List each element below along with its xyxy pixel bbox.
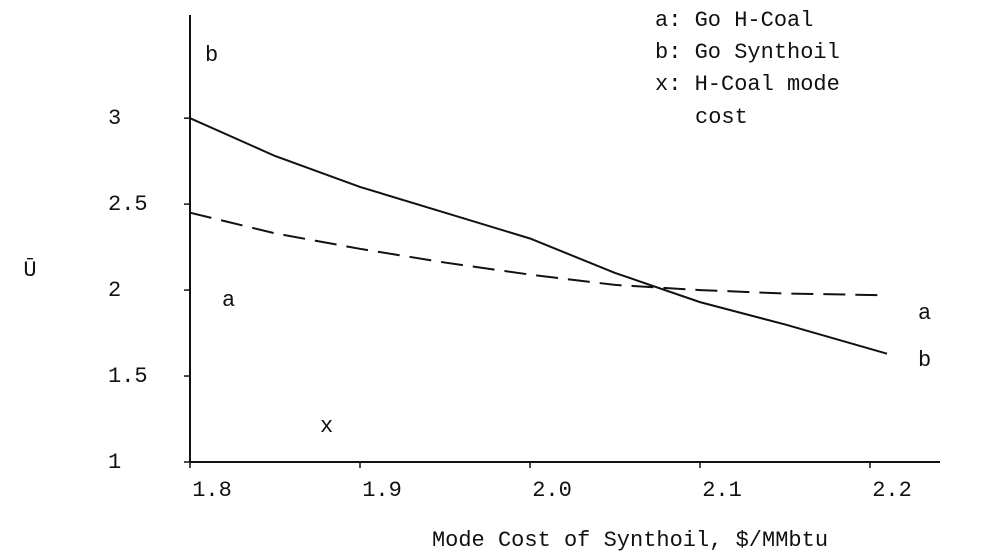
annotation: b [205,43,218,68]
series-line [189,211,888,297]
y-tick-label: 2.5 [108,192,148,217]
x-tick-label: 1.8 [192,478,232,503]
legend-entry: a: Go H-Coal [655,8,813,33]
legend-entry: x: H-Coal mode [655,72,840,97]
legend-entry: cost [695,105,748,130]
y-tick-label: 2 [108,278,121,303]
series-line [189,117,888,355]
y-tick-label: 3 [108,106,121,131]
annotation: x [320,414,333,439]
x-tick-label: 2.1 [702,478,742,503]
annotation: a [918,301,931,326]
x-tick-label: 1.9 [362,478,402,503]
x-tick-label: 2.0 [532,478,572,503]
annotation: b [918,348,931,373]
y-axis-label: Ū [23,257,36,283]
y-tick-label: 1 [108,450,121,475]
annotation: a [222,288,235,313]
y-tick-label: 1.5 [108,364,148,389]
legend-entry: b: Go Synthoil [655,40,840,65]
x-tick-label: 2.2 [872,478,912,503]
x-axis-label: Mode Cost of Synthoil, $/MMbtu [432,528,828,553]
